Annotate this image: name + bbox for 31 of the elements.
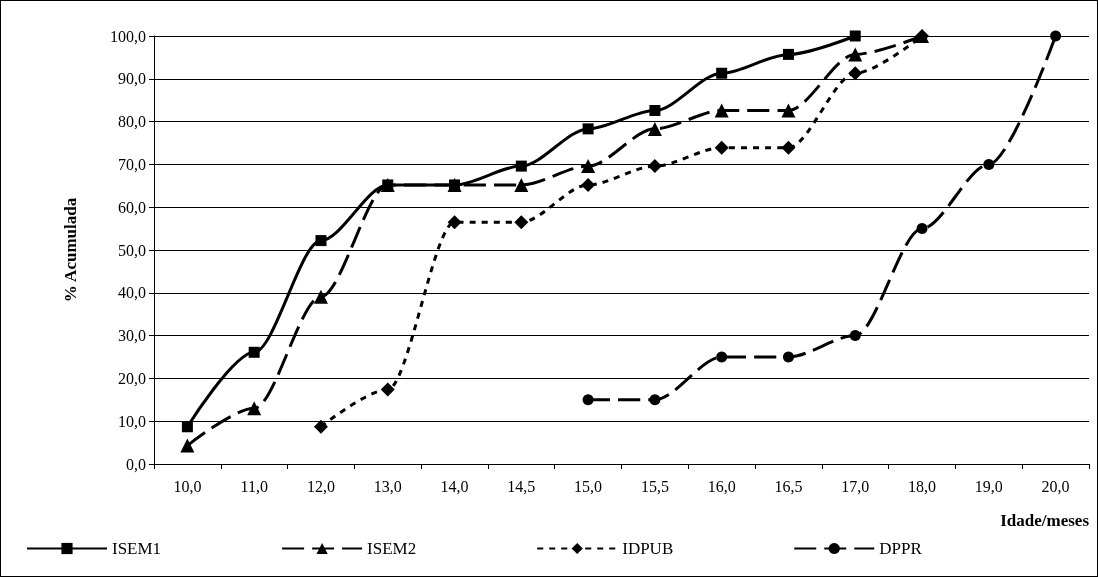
y-tick-label: 90,0: [118, 70, 146, 88]
y-tick-label: 30,0: [118, 327, 146, 345]
y-tick-label: 70,0: [118, 155, 146, 173]
x-axis-title: Idade/meses: [1000, 511, 1090, 530]
y-tick-label: 40,0: [118, 284, 146, 302]
x-tick-label: 10,0: [173, 477, 202, 495]
x-tick-label: 15,0: [574, 477, 603, 495]
legend-label: IDPUB: [622, 539, 674, 558]
y-tick-label: 80,0: [118, 113, 146, 131]
x-tick-label: 15,5: [640, 477, 669, 495]
y-tick-label: 60,0: [118, 198, 146, 216]
y-tick-label: 0,0: [126, 455, 146, 473]
y-tick-label: 10,0: [118, 412, 146, 430]
x-tick-label: 13,0: [373, 477, 402, 495]
y-axis-title: % Acumulada: [61, 197, 80, 303]
legend-label: DPPR: [879, 539, 923, 558]
x-tick-label: 18,0: [908, 477, 937, 495]
x-tick-label: 17,0: [841, 477, 870, 495]
x-tick-label: 14,5: [507, 477, 536, 495]
x-tick-label: 19,0: [974, 477, 1003, 495]
legend-label: ISEM2: [367, 539, 417, 558]
x-tick-label: 16,5: [774, 477, 803, 495]
x-tick-label: 20,0: [1041, 477, 1070, 495]
y-tick-label: 100,0: [110, 27, 146, 45]
x-tick-label: 16,0: [707, 477, 736, 495]
x-tick-label: 11,0: [240, 477, 268, 495]
y-tick-label: 50,0: [118, 241, 146, 259]
x-tick-label: 12,0: [306, 477, 335, 495]
legend-label: ISEM1: [112, 539, 162, 558]
y-tick-label: 20,0: [118, 369, 146, 387]
x-tick-label: 14,0: [440, 477, 469, 495]
